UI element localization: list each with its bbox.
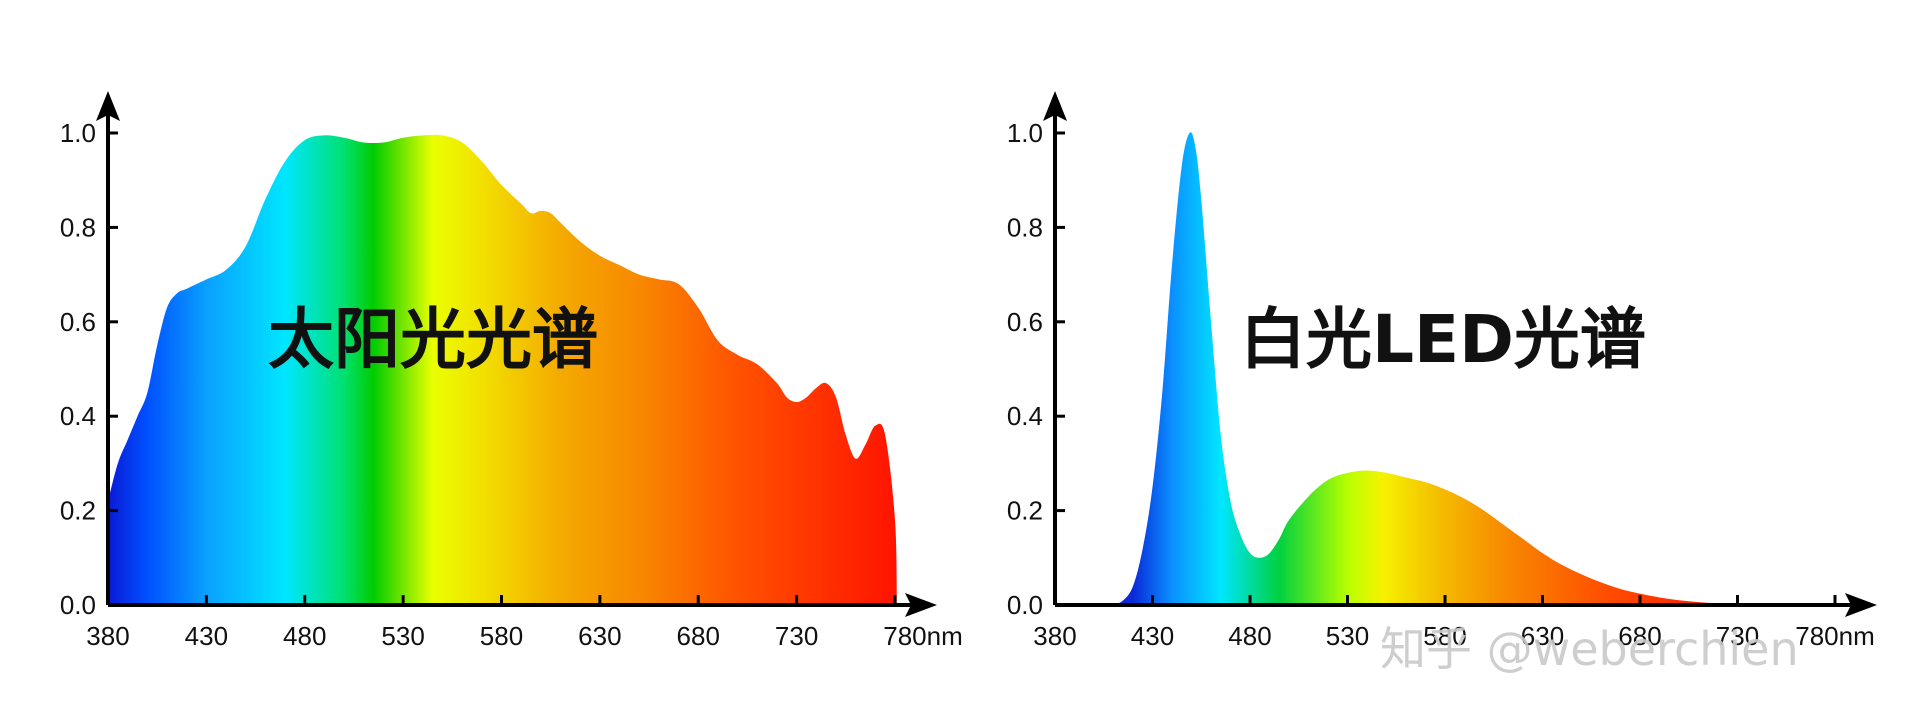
chart-title: 白光LED光谱: [1240, 301, 1646, 378]
x-axis-arrow: [905, 593, 937, 617]
x-tick-label: 630: [1521, 621, 1564, 651]
chart-title: 太阳光光谱: [268, 301, 598, 378]
y-tick-label: 0.0: [60, 590, 96, 620]
x-tick-label: 380: [1033, 621, 1076, 651]
x-tick-label: 480: [283, 621, 326, 651]
y-tick-label: 0.8: [1007, 212, 1043, 242]
y-tick-label: 0.4: [60, 401, 96, 431]
x-tick-label: 680: [677, 621, 720, 651]
y-axis-arrow: [1043, 91, 1067, 121]
x-tick-label: 730: [775, 621, 818, 651]
y-tick-label: 1.0: [1007, 118, 1043, 148]
y-tick-label: 1.0: [60, 118, 96, 148]
x-tick-label: 630: [578, 621, 621, 651]
x-tick-label: 530: [1326, 621, 1369, 651]
x-tick-label: 430: [1131, 621, 1174, 651]
white-led-spectrum-chart: 0.0 0.2 0.4 0.6 0.8 1.0 380 430 480 530 580 630 680 7…: [1007, 91, 1877, 651]
watermark-text: 知乎 @weberchien: [1380, 622, 1799, 676]
spectrum-area: [108, 134, 897, 605]
y-tick-label: 0.8: [60, 212, 96, 242]
x-tick-label: 380: [86, 621, 129, 651]
x-tick-label: 730: [1716, 621, 1759, 651]
x-axis-arrow: [1845, 593, 1877, 617]
y-tick-label: 0.6: [1007, 307, 1043, 337]
x-tick-label: 530: [381, 621, 424, 651]
spectrum-area: [1113, 132, 1835, 605]
x-tick-label: 430: [185, 621, 228, 651]
x-tick-label: 580: [480, 621, 523, 651]
x-tick-label: 580: [1423, 621, 1466, 651]
y-tick-label: 0.4: [1007, 401, 1043, 431]
y-tick-label: 0.6: [60, 307, 96, 337]
x-tick-label: 480: [1228, 621, 1271, 651]
x-tick-label: 780nm: [883, 621, 963, 651]
x-tick-label: 780nm: [1795, 621, 1875, 651]
y-tick-label: 0.2: [60, 496, 96, 526]
sunlight-spectrum-chart: 0.0 0.2 0.4 0.6 0.8 1.0 380 430 480 530 580 630 680 7…: [60, 91, 963, 651]
x-tick-label: 680: [1618, 621, 1661, 651]
y-axis-arrow: [96, 91, 120, 121]
y-tick-label: 0.0: [1007, 590, 1043, 620]
y-tick-label: 0.2: [1007, 496, 1043, 526]
